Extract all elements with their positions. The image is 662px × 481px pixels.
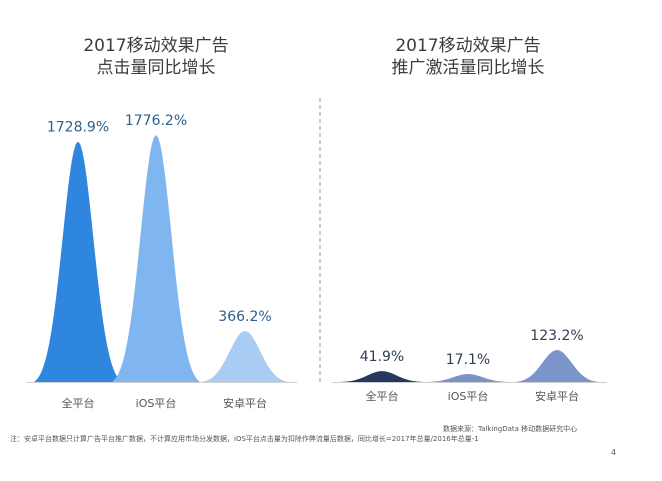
activation-chart-title-line-1: 2017移动效果广告 — [395, 36, 540, 56]
click-value-label-1: 1728.9% — [47, 120, 109, 136]
click-category-label-2: iOS平台 — [136, 396, 177, 410]
click-category-label-1: 全平台 — [62, 396, 95, 410]
activation-chart-title-line-2: 推广激活量同比增长 — [392, 58, 545, 78]
activation-value-label-3: 123.2% — [530, 328, 583, 344]
click-category-label-3: 安卓平台 — [223, 396, 267, 410]
activation-category-label-2: iOS平台 — [448, 389, 489, 403]
activation-bar-3 — [515, 350, 599, 382]
click-bar-3 — [201, 331, 289, 382]
activation-category-label-1: 全平台 — [366, 389, 399, 403]
click-value-label-3: 366.2% — [218, 309, 271, 325]
page-number: 4 — [611, 448, 616, 457]
footnote: 注：安卓平台数据只计算广告平台推广数据，不计算应用市场分发数据，iOS平台点击量… — [10, 434, 479, 443]
activation-category-label-3: 安卓平台 — [535, 389, 579, 403]
click-chart-title-line-2: 点击量同比增长 — [97, 58, 216, 78]
click-value-label-2: 1776.2% — [125, 113, 187, 129]
click-bar-2 — [112, 135, 200, 382]
data-source: 数据来源：TalkingData 移动数据研究中心 — [443, 424, 577, 433]
activation-value-label-2: 17.1% — [446, 352, 490, 368]
click-chart-title-line-1: 2017移动效果广告 — [83, 36, 228, 56]
click-bar-1 — [34, 141, 122, 382]
activation-bar-1 — [340, 371, 424, 382]
activation-value-label-1: 41.9% — [360, 349, 404, 365]
activation-bar-2 — [426, 374, 510, 382]
